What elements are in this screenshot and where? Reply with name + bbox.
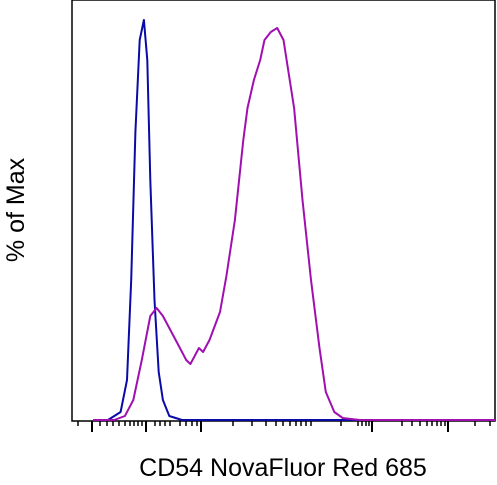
x-axis-label: CD54 NovaFluor Red 685 [139,454,427,482]
series-line-1 [93,19,495,421]
series-group [93,19,495,421]
y-axis-label: % of Max [2,157,30,262]
series-line-2 [93,27,495,421]
x-axis-ticks [77,421,491,432]
plot-frame [71,0,496,422]
